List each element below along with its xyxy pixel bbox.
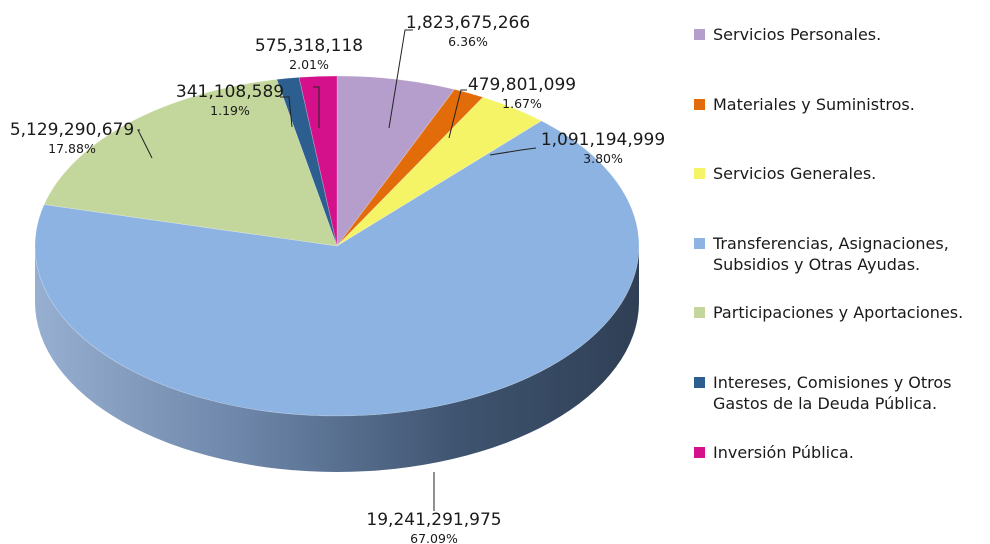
legend-item-intereses-comisiones-y-otros-gastos-de-la-deuda-publica: Intereses, Comisiones y Otros Gastos de l… [694, 372, 951, 414]
leader-line-materiales-y-suministros [448, 89, 467, 139]
percent-label-participaciones-y-aportaciones: 17.88% [48, 141, 96, 156]
leader-lines [137, 29, 537, 511]
leader-line-servicios-personales [388, 29, 413, 129]
pie-sides [35, 246, 639, 472]
leader-line-intereses-comisiones-y-otros-gastos-de-la-deuda-publica [280, 96, 293, 128]
leader-line-servicios-generales [489, 147, 537, 156]
value-label-servicios-personales: 1,823,675,266 [406, 13, 530, 33]
leader-line-inversion-publica [313, 86, 320, 128]
value-label-servicios-generales: 1,091,194,999 [541, 130, 665, 150]
legend-label-participaciones-y-aportaciones: Participaciones y Aportaciones. [713, 303, 964, 322]
percent-label-servicios-generales: 3.80% [583, 151, 623, 166]
slice-inversion-publica [298, 75, 338, 247]
value-label-intereses-comisiones-y-otros-gastos-de-la-deuda-publica: 341,108,589 [176, 82, 284, 102]
pie-slices [34, 75, 640, 417]
percent-label-transferencias-asignaciones-subsidios-y-otras-ayudas: 67.09% [410, 531, 458, 544]
slice-materiales-y-suministros [336, 89, 484, 247]
slice-transferencias-asignaciones-subsidios-y-otras-ayudas [34, 120, 640, 417]
legend-item-participaciones-y-aportaciones: Participaciones y Aportaciones. [694, 302, 963, 323]
legend-label-intereses-comisiones-y-otros-gastos-de-la-deuda-publica: Intereses, Comisiones y Otros Gastos de l… [713, 373, 952, 413]
legend-swatch-materiales-y-suministros [694, 99, 705, 110]
value-label-participaciones-y-aportaciones: 5,129,290,679 [10, 120, 134, 140]
percent-label-inversion-publica: 2.01% [289, 57, 329, 72]
legend-swatch-participaciones-y-aportaciones [694, 307, 705, 318]
slice-intereses-comisiones-y-otros-gastos-de-la-deuda-publica [276, 77, 338, 247]
percent-label-materiales-y-suministros: 1.67% [502, 96, 542, 111]
legend-item-servicios-personales: Servicios Personales. [694, 24, 881, 45]
leader-line-participaciones-y-aportaciones [137, 129, 153, 159]
value-label-materiales-y-suministros: 479,801,099 [468, 75, 576, 95]
legend-label-servicios-generales: Servicios Generales. [713, 164, 877, 183]
slice-participaciones-y-aportaciones [43, 79, 338, 247]
legend-item-inversion-publica: Inversión Pública. [694, 442, 854, 463]
legend-label-transferencias-asignaciones-subsidios-y-otras-ayudas: Transferencias, Asignaciones, Subsidios y… [713, 234, 949, 274]
legend-swatch-servicios-generales [694, 168, 705, 179]
legend-swatch-intereses-comisiones-y-otros-gastos-de-la-deuda-publica [694, 377, 705, 388]
legend-label-materiales-y-suministros: Materiales y Suministros. [713, 95, 915, 114]
legend-swatch-inversion-publica [694, 447, 705, 458]
value-label-transferencias-asignaciones-subsidios-y-otras-ayudas: 19,241,291,975 [366, 510, 501, 530]
legend-swatch-servicios-personales [694, 29, 705, 40]
slice-servicios-generales [336, 96, 543, 247]
legend-item-materiales-y-suministros: Materiales y Suministros. [694, 94, 915, 115]
legend-label-inversion-publica: Inversión Pública. [713, 443, 854, 462]
percent-label-intereses-comisiones-y-otros-gastos-de-la-deuda-publica: 1.19% [210, 103, 250, 118]
slice-side-transferencias-asignaciones-subsidios-y-otras-ayudas [35, 246, 639, 472]
legend-swatch-transferencias-asignaciones-subsidios-y-otras-ayudas [694, 238, 705, 249]
value-label-inversion-publica: 575,318,118 [255, 36, 363, 56]
legend-item-servicios-generales: Servicios Generales. [694, 163, 876, 184]
legend-item-transferencias-asignaciones-subsidios-y-otras-ayudas: Transferencias, Asignaciones, Subsidios y… [694, 233, 949, 275]
percent-label-servicios-personales: 6.36% [448, 34, 488, 49]
legend-label-servicios-personales: Servicios Personales. [713, 25, 882, 44]
